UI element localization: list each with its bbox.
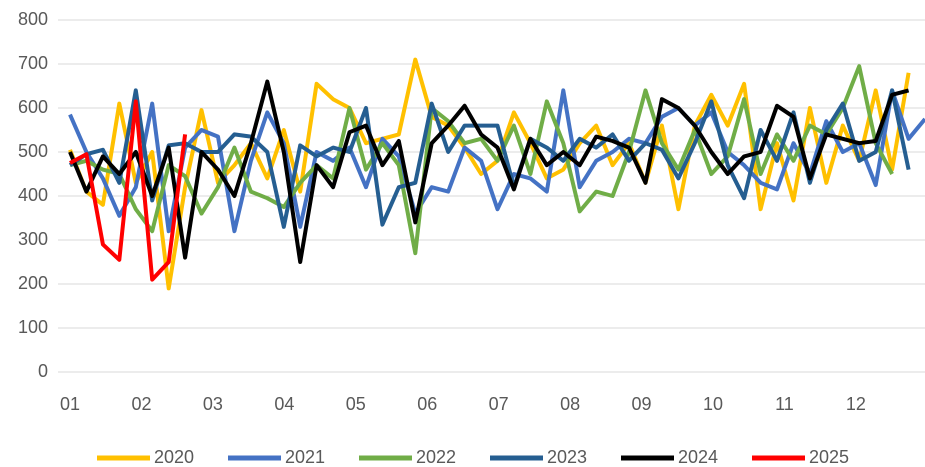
legend-label: 2024 bbox=[678, 447, 718, 467]
x-tick-label: 04 bbox=[274, 394, 294, 414]
y-tick-label: 600 bbox=[18, 97, 48, 117]
x-tick-label: 12 bbox=[846, 394, 866, 414]
x-tick-label: 06 bbox=[417, 394, 437, 414]
y-tick-label: 800 bbox=[18, 9, 48, 29]
series-line bbox=[68, 88, 925, 234]
y-tick-label: 400 bbox=[18, 185, 48, 205]
x-tick-label: 01 bbox=[60, 394, 80, 414]
legend-label: 2023 bbox=[547, 447, 587, 467]
x-tick-label: 03 bbox=[203, 394, 223, 414]
y-tick-label: 300 bbox=[18, 229, 48, 249]
legend-label: 2020 bbox=[154, 447, 194, 467]
legend-label: 2022 bbox=[416, 447, 456, 467]
x-tick-label: 09 bbox=[632, 394, 652, 414]
x-tick-label: 05 bbox=[346, 394, 366, 414]
legend-label: 2025 bbox=[809, 447, 849, 467]
series-line bbox=[68, 88, 911, 229]
x-tick-label: 10 bbox=[703, 394, 723, 414]
y-tick-label: 200 bbox=[18, 273, 48, 293]
x-tick-label: 07 bbox=[489, 394, 509, 414]
y-tick-label: 700 bbox=[18, 53, 48, 73]
x-tick-label: 08 bbox=[560, 394, 580, 414]
series-line bbox=[68, 57, 911, 291]
y-tick-label: 0 bbox=[38, 361, 48, 381]
legend-label: 2021 bbox=[285, 447, 325, 467]
series-line bbox=[69, 99, 188, 282]
x-tick-label: 11 bbox=[775, 394, 794, 414]
series-line bbox=[68, 79, 910, 264]
y-tick-label: 500 bbox=[18, 141, 48, 161]
y-tick-label: 100 bbox=[18, 317, 48, 337]
x-tick-label: 02 bbox=[132, 394, 152, 414]
